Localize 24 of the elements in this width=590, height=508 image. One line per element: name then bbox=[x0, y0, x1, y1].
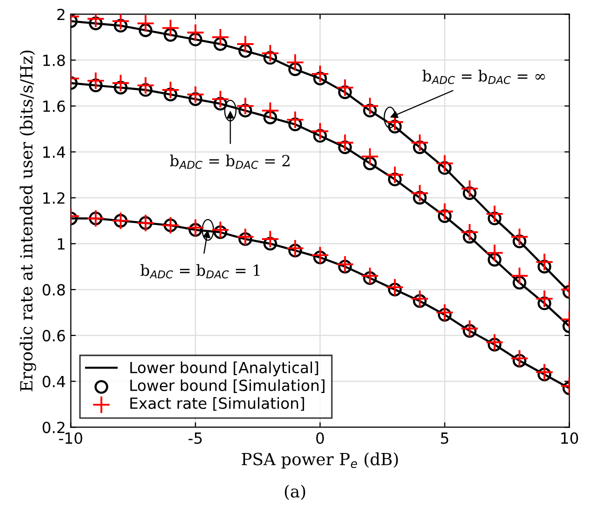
text: (a) bbox=[284, 484, 306, 500]
y-tick-label: 1.4 bbox=[43, 146, 66, 158]
annotation: b$_{ADC}$ = b$_{DAC}$ = 1 bbox=[140, 264, 260, 278]
annotation: b$_{ADC}$ = b$_{DAC}$ = 2 bbox=[170, 154, 290, 169]
x-axis-title: PSA power P$_{e}$ (dB) bbox=[242, 452, 398, 469]
y-tick-label: 1.6 bbox=[43, 100, 65, 112]
y-tick-label: 1.2 bbox=[43, 192, 64, 204]
legend-label: Lower bound [Analytical] bbox=[130, 361, 318, 376]
y-tick-label: 0.2 bbox=[42, 422, 64, 434]
x-tick-label: 10 bbox=[561, 432, 578, 444]
y-axis-title: Ergodic rate at intended user (bits/s/Hz) bbox=[20, 50, 36, 392]
y-tick-label: 0.4 bbox=[42, 376, 66, 388]
y-tick-label: 0.6 bbox=[42, 330, 65, 342]
y-tick-label: 1.8 bbox=[43, 54, 65, 66]
annotation: b$_{ADC}$ = b$_{DAC}$ = ∞ bbox=[422, 70, 545, 84]
y-tick-label: 2 bbox=[57, 8, 64, 20]
y-tick-label: 0.8 bbox=[42, 284, 65, 296]
x-tick-label: -10 bbox=[59, 432, 82, 444]
legend-label: Exact rate [Simulation] bbox=[130, 397, 304, 411]
x-tick-label: 5 bbox=[441, 432, 448, 444]
legend-label: Lower bound [Simulation] bbox=[130, 379, 324, 393]
x-tick-label: 0 bbox=[316, 432, 324, 444]
x-tick-label: -5 bbox=[188, 432, 202, 444]
y-tick-label: 1 bbox=[58, 238, 65, 250]
